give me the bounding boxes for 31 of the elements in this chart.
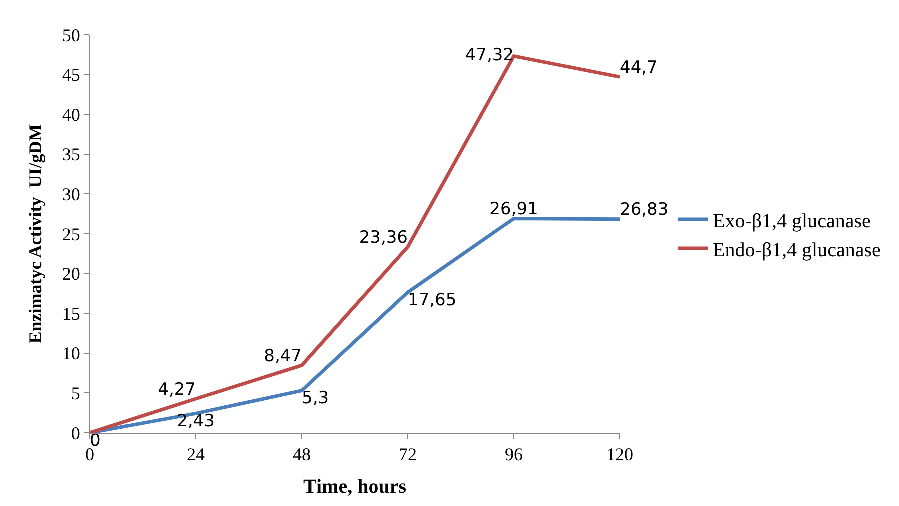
data-label: 8,47 (264, 346, 302, 366)
y-tick-label: 20 (62, 264, 80, 284)
data-label: 26,83 (620, 200, 669, 220)
y-tick-label: 40 (62, 104, 80, 125)
x-tick-label: 72 (399, 444, 417, 465)
data-label: 4,27 (158, 380, 196, 400)
y-tick-label: 15 (62, 304, 80, 324)
legend-label: Endo-β1,4 glucanase (713, 239, 882, 262)
data-label: 44,7 (620, 58, 658, 78)
data-label: 26,91 (490, 200, 538, 220)
y-tick-label: 45 (62, 65, 80, 86)
data-label: 2,43 (177, 411, 215, 432)
x-axis-title: Time, hours (304, 476, 407, 498)
y-tick-label: 0 (71, 423, 80, 444)
y-tick-label: 10 (62, 344, 80, 364)
y-tick-label: 25 (62, 224, 80, 244)
data-label: 23,36 (359, 228, 408, 248)
x-tick-label: 120 (606, 444, 634, 465)
legend-label: Exo-β1,4 glucanase (713, 210, 872, 232)
y-tick-label: 50 (62, 25, 80, 46)
x-tick-label: 48 (293, 444, 311, 465)
y-tick-label: 30 (62, 184, 80, 204)
data-label: 17,65 (408, 290, 457, 310)
x-tick-label: 96 (505, 444, 523, 465)
y-tick-label: 35 (62, 144, 80, 165)
data-label: 47,32 (465, 46, 514, 66)
x-tick-label: 24 (187, 444, 205, 465)
x-tick-label: 0 (86, 444, 94, 465)
data-label: 5,3 (302, 388, 330, 409)
y-axis-title: Enzimatyc Activity UI/gDM (26, 124, 46, 344)
y-tick-label: 5 (71, 384, 80, 404)
